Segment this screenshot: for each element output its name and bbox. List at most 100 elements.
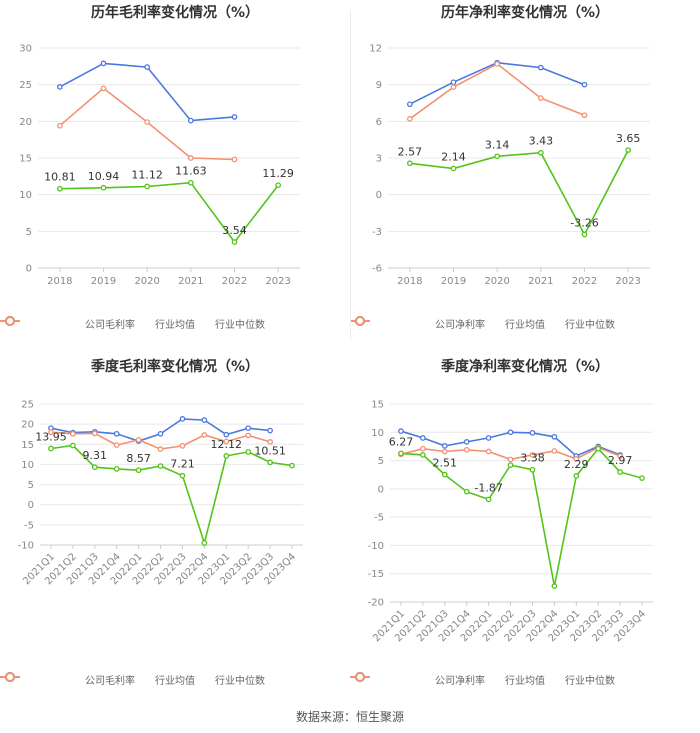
legend-label: 行业均值 <box>155 320 195 331</box>
legend-item-company[interactable]: 公司毛利率 <box>0 316 135 331</box>
legend-label: 行业均值 <box>155 676 195 687</box>
y-tick-label: -20 <box>368 598 384 609</box>
y-tick-label: 12 <box>369 44 382 55</box>
data-label: 10.94 <box>88 170 120 183</box>
data-point-company <box>398 450 404 457</box>
legend-item-company[interactable]: 公司净利率 <box>350 672 485 687</box>
data-point-company <box>144 183 151 190</box>
data-point-company <box>48 445 54 452</box>
data-point-industry_avg <box>398 428 404 435</box>
legend-item-industry-median[interactable]: 行业中位数 <box>0 316 265 331</box>
data-point-company <box>179 472 186 479</box>
data-point-company <box>485 496 492 503</box>
legend-item-industry-avg[interactable]: 行业均值 <box>350 316 545 331</box>
legend: 公司净利率 行业均值 行业中位数 <box>350 316 700 331</box>
data-point-company <box>441 471 448 478</box>
y-tick-label: -10 <box>368 541 384 552</box>
legend-label: 公司净利率 <box>435 320 485 331</box>
data-point-company <box>463 488 470 495</box>
data-label: 2.14 <box>441 151 466 164</box>
annual-net-margin-panel: 历年净利率变化情况（%） -6 -3 0 3 6 9 12 2018 2019 2020 2021 2… <box>350 0 700 350</box>
data-label: 3.43 <box>529 135 554 148</box>
y-tick-label: 5 <box>28 480 34 491</box>
legend-label: 行业中位数 <box>565 320 615 331</box>
annual-gross-margin-panel: 历年毛利率变化情况（%） 0 5 10 15 20 25 30 2018 2019 2020 202… <box>0 0 350 350</box>
y-tick-label: 0 <box>376 190 382 201</box>
y-tick-label: -3 <box>372 227 382 238</box>
legend-item-industry-avg[interactable]: 行业均值 <box>0 316 195 331</box>
data-label: 10.81 <box>44 171 76 184</box>
data-point-industry_avg <box>406 101 413 108</box>
data-label: -3.26 <box>570 217 598 230</box>
data-point-company <box>595 445 602 452</box>
data-point-industry_avg <box>485 435 492 441</box>
data-point-company <box>201 540 208 546</box>
data-point-industry_avg <box>179 416 186 422</box>
data-point-industry_median <box>485 448 492 455</box>
y-tick-label: 5 <box>378 456 384 467</box>
data-point-industry_avg <box>551 433 558 440</box>
legend-item-industry-median[interactable]: 行业中位数 <box>350 316 615 331</box>
y-tick-label: 6 <box>376 117 382 128</box>
x-tick-label: 2023 <box>615 276 640 287</box>
x-tick-label: 2021 <box>178 276 203 287</box>
data-point-company <box>135 467 142 474</box>
data-point-industry_median <box>223 438 230 445</box>
series-line-industry_avg <box>59 62 235 122</box>
chart-title: 历年净利率变化情况（%） <box>440 5 610 21</box>
data-label: 2.97 <box>608 454 633 467</box>
legend-item-company[interactable]: 公司毛利率 <box>0 672 135 687</box>
data-point-industry_median <box>70 430 76 437</box>
legend-label: 行业中位数 <box>565 676 615 687</box>
y-tick-label: -5 <box>374 513 384 524</box>
y-tick-label: 30 <box>19 44 32 55</box>
data-point-industry_median <box>441 448 448 455</box>
data-point-company <box>157 463 164 469</box>
series-line-company <box>409 149 629 237</box>
data-point-industry_avg <box>507 429 514 436</box>
data-point-company <box>245 449 252 455</box>
y-tick-label: 15 <box>371 400 384 411</box>
legend-item-industry-avg[interactable]: 行业均值 <box>350 672 545 687</box>
data-label: -1.87 <box>474 481 502 494</box>
data-label: 3.65 <box>616 132 641 145</box>
data-label: 2.29 <box>564 458 589 471</box>
y-tick-label: 20 <box>19 117 32 128</box>
data-point-industry_median <box>187 155 194 161</box>
data-point-industry_avg <box>537 64 544 71</box>
data-point-company <box>100 184 107 191</box>
data-point-company <box>56 185 63 192</box>
data-point-company <box>625 147 632 153</box>
data-label: 12.12 <box>211 438 243 451</box>
y-tick-label: 10 <box>19 190 32 201</box>
x-tick-label: 2019 <box>91 276 116 287</box>
data-point-industry_avg <box>450 79 457 86</box>
data-point-company <box>231 239 238 245</box>
data-point-industry_median <box>494 61 501 67</box>
data-point-company <box>450 165 457 172</box>
data-point-company <box>573 473 580 479</box>
data-label: 11.12 <box>131 168 163 181</box>
legend-item-company[interactable]: 公司净利率 <box>350 316 485 331</box>
x-tick-label: 2020 <box>134 276 159 287</box>
data-point-industry_median <box>581 112 588 119</box>
chart-title: 历年毛利率变化情况（%） <box>90 5 260 21</box>
legend-item-industry-median[interactable]: 行业中位数 <box>350 672 615 687</box>
y-tick-label: 9 <box>376 80 382 91</box>
annual-net-margin-chart: -6 -3 0 3 6 9 12 2018 2019 2020 2021 2022 2023 2.57 2.… <box>369 44 650 287</box>
data-point-company <box>406 160 413 167</box>
series-line-industry_avg <box>409 61 585 105</box>
data-point-industry_avg <box>157 430 164 437</box>
chart-title: 季度毛利率变化情况（%） <box>90 359 260 375</box>
data-point-industry_median <box>113 442 120 448</box>
y-tick-label: 25 <box>19 80 32 91</box>
quarterly-gross-margin-chart: -10-505101520252021Q12021Q22021Q32021Q42… <box>18 400 303 587</box>
y-tick-label: 0 <box>28 500 34 511</box>
data-label: 8.57 <box>126 452 151 465</box>
legend-item-industry-median[interactable]: 行业中位数 <box>0 672 265 687</box>
legend: 公司净利率 行业均值 行业中位数 <box>350 672 700 687</box>
legend-item-industry-avg[interactable]: 行业均值 <box>0 672 195 687</box>
data-point-industry_median <box>267 439 273 445</box>
data-point-company <box>113 466 120 472</box>
data-label: 2.57 <box>398 145 423 158</box>
